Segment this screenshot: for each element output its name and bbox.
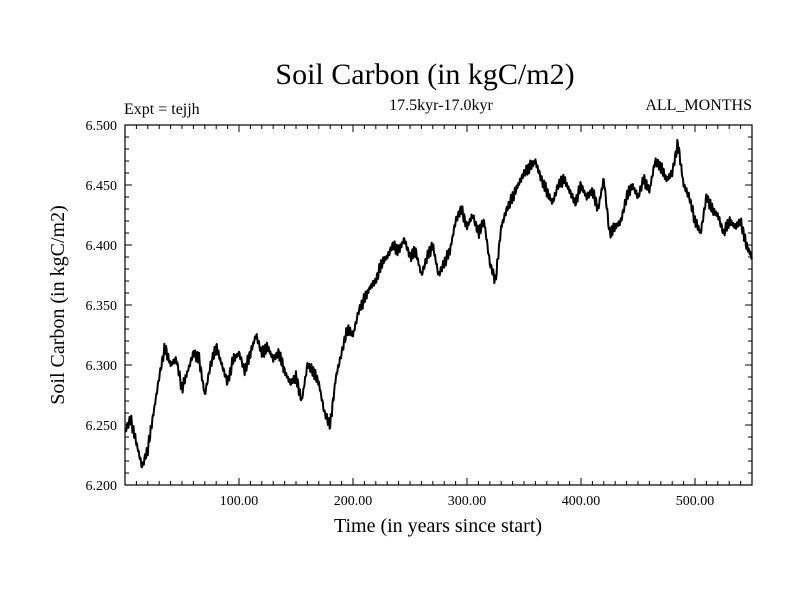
x-tick-label: 500.00 — [676, 494, 715, 509]
data-series-line — [124, 138, 753, 469]
y-tick-label: 6.300 — [86, 359, 118, 374]
chart-title: Soil Carbon (in kgC/m2) — [275, 58, 574, 91]
plot-area-frame — [124, 124, 753, 486]
y-tick-label: 6.500 — [86, 119, 118, 134]
x-tick-labels: 100.00 200.00 300.00 400.00 500.00 — [220, 494, 715, 509]
y-tick-label: 6.350 — [86, 299, 118, 314]
x-axis-label: Time (in years since start) — [334, 515, 542, 537]
y-axis-label: Soil Carbon (in kgC/m2) — [47, 205, 69, 404]
months-label: ALL_MONTHS — [645, 97, 752, 114]
axis-ticks — [125, 125, 752, 485]
y-tick-labels: 6.200 6.250 6.300 6.350 6.400 6.450 6.500 — [86, 119, 118, 494]
x-tick-label: 400.00 — [562, 494, 601, 509]
y-tick-label: 6.250 — [86, 419, 118, 434]
x-tick-label: 300.00 — [448, 494, 487, 509]
x-tick-label: 200.00 — [334, 494, 373, 509]
chart-subtitle: 17.5kyr-17.0kyr — [389, 97, 493, 114]
y-tick-label: 6.400 — [86, 239, 118, 254]
x-tick-label: 100.00 — [220, 494, 259, 509]
experiment-label: Expt = tejjh — [124, 101, 200, 118]
y-tick-label: 6.450 — [86, 179, 118, 194]
y-tick-label: 6.200 — [86, 479, 118, 494]
